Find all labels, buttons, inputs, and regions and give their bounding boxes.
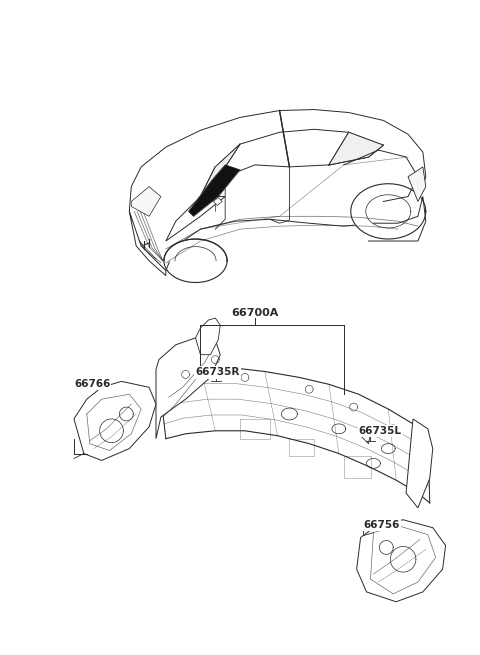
Polygon shape <box>129 109 426 271</box>
Polygon shape <box>166 196 225 241</box>
Text: 66766: 66766 <box>74 379 110 389</box>
Polygon shape <box>351 183 426 239</box>
Text: 66735L: 66735L <box>359 426 402 436</box>
Polygon shape <box>213 198 222 206</box>
Polygon shape <box>357 520 445 602</box>
Polygon shape <box>201 144 240 196</box>
Polygon shape <box>156 338 220 439</box>
Polygon shape <box>329 132 384 165</box>
Text: 66700A: 66700A <box>231 308 278 318</box>
Polygon shape <box>408 167 426 202</box>
Polygon shape <box>74 381 156 460</box>
Text: 66756: 66756 <box>363 519 400 530</box>
Polygon shape <box>195 318 220 354</box>
Polygon shape <box>406 419 433 508</box>
Polygon shape <box>159 367 430 503</box>
Text: 66735R: 66735R <box>195 367 240 377</box>
Polygon shape <box>189 165 240 216</box>
Polygon shape <box>131 187 161 216</box>
Polygon shape <box>201 129 384 196</box>
Polygon shape <box>164 239 227 261</box>
Polygon shape <box>129 212 166 276</box>
